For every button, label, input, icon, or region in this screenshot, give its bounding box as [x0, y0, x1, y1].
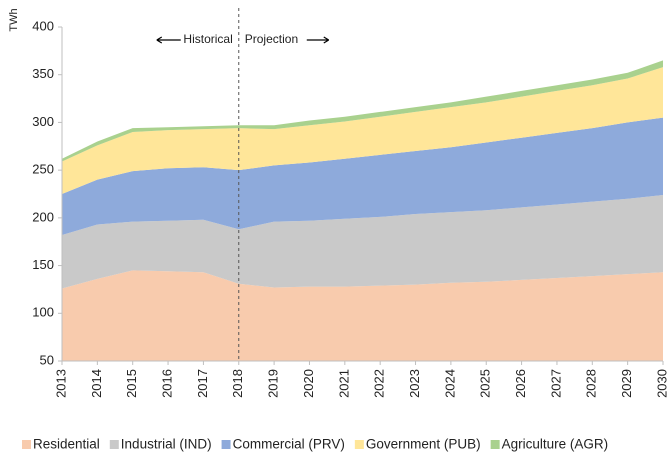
annotation: Projection	[245, 32, 298, 46]
y-tick-label: 250	[32, 162, 54, 177]
area	[62, 117, 663, 236]
x-tick-label: 2017	[195, 369, 210, 398]
y-tick-label: 350	[32, 66, 54, 81]
x-tick-label: 2028	[584, 369, 599, 398]
x-tick-label: 2013	[53, 369, 68, 398]
y-tick-label: 100	[32, 305, 54, 320]
legend-swatch	[22, 440, 31, 449]
legend-label: Residential	[33, 437, 100, 452]
x-tick-label: 2020	[301, 369, 316, 398]
arrow	[306, 36, 330, 44]
legend-label: Government (PUB)	[366, 437, 481, 452]
y-tick-label: 300	[32, 114, 54, 129]
x-tick-label: 2030	[654, 369, 669, 398]
plot-area	[62, 60, 663, 361]
y-tick-label: 200	[32, 209, 54, 224]
x-tick-label: 2019	[266, 369, 281, 398]
legend-swatch	[354, 440, 364, 449]
y-tick-label: 150	[32, 257, 54, 272]
x-tick-label: 2029	[619, 369, 634, 398]
area	[62, 67, 663, 194]
x-tick-label: 2014	[89, 369, 104, 398]
area	[62, 270, 663, 361]
arrow	[156, 36, 181, 44]
x-tick-label: 2021	[336, 369, 351, 398]
y-tick-label: 400	[32, 18, 54, 33]
x-tick-label: 2018	[230, 369, 245, 398]
y-axis-label: TWh	[8, 8, 20, 31]
x-tick-label: 2015	[124, 369, 139, 398]
x-tick-label: 2023	[407, 369, 422, 398]
area	[62, 194, 663, 289]
legend-swatch	[109, 440, 119, 449]
legend-label: Agriculture (AGR)	[502, 437, 609, 452]
x-tick-label: 2016	[159, 369, 174, 398]
y-tick-label: 50	[40, 352, 54, 367]
legend-label: Industrial (IND)	[121, 437, 212, 452]
legend-swatch	[221, 440, 231, 449]
legend-swatch	[490, 440, 500, 449]
x-tick-label: 2027	[548, 369, 563, 398]
x-tick-label: 2026	[513, 369, 528, 398]
x-tick-label: 2025	[478, 369, 493, 398]
x-tick-label: 2024	[442, 369, 457, 398]
legend-label: Commercial (PRV)	[233, 437, 345, 452]
annotation: Historical	[183, 32, 232, 46]
x-tick-label: 2022	[372, 369, 387, 398]
